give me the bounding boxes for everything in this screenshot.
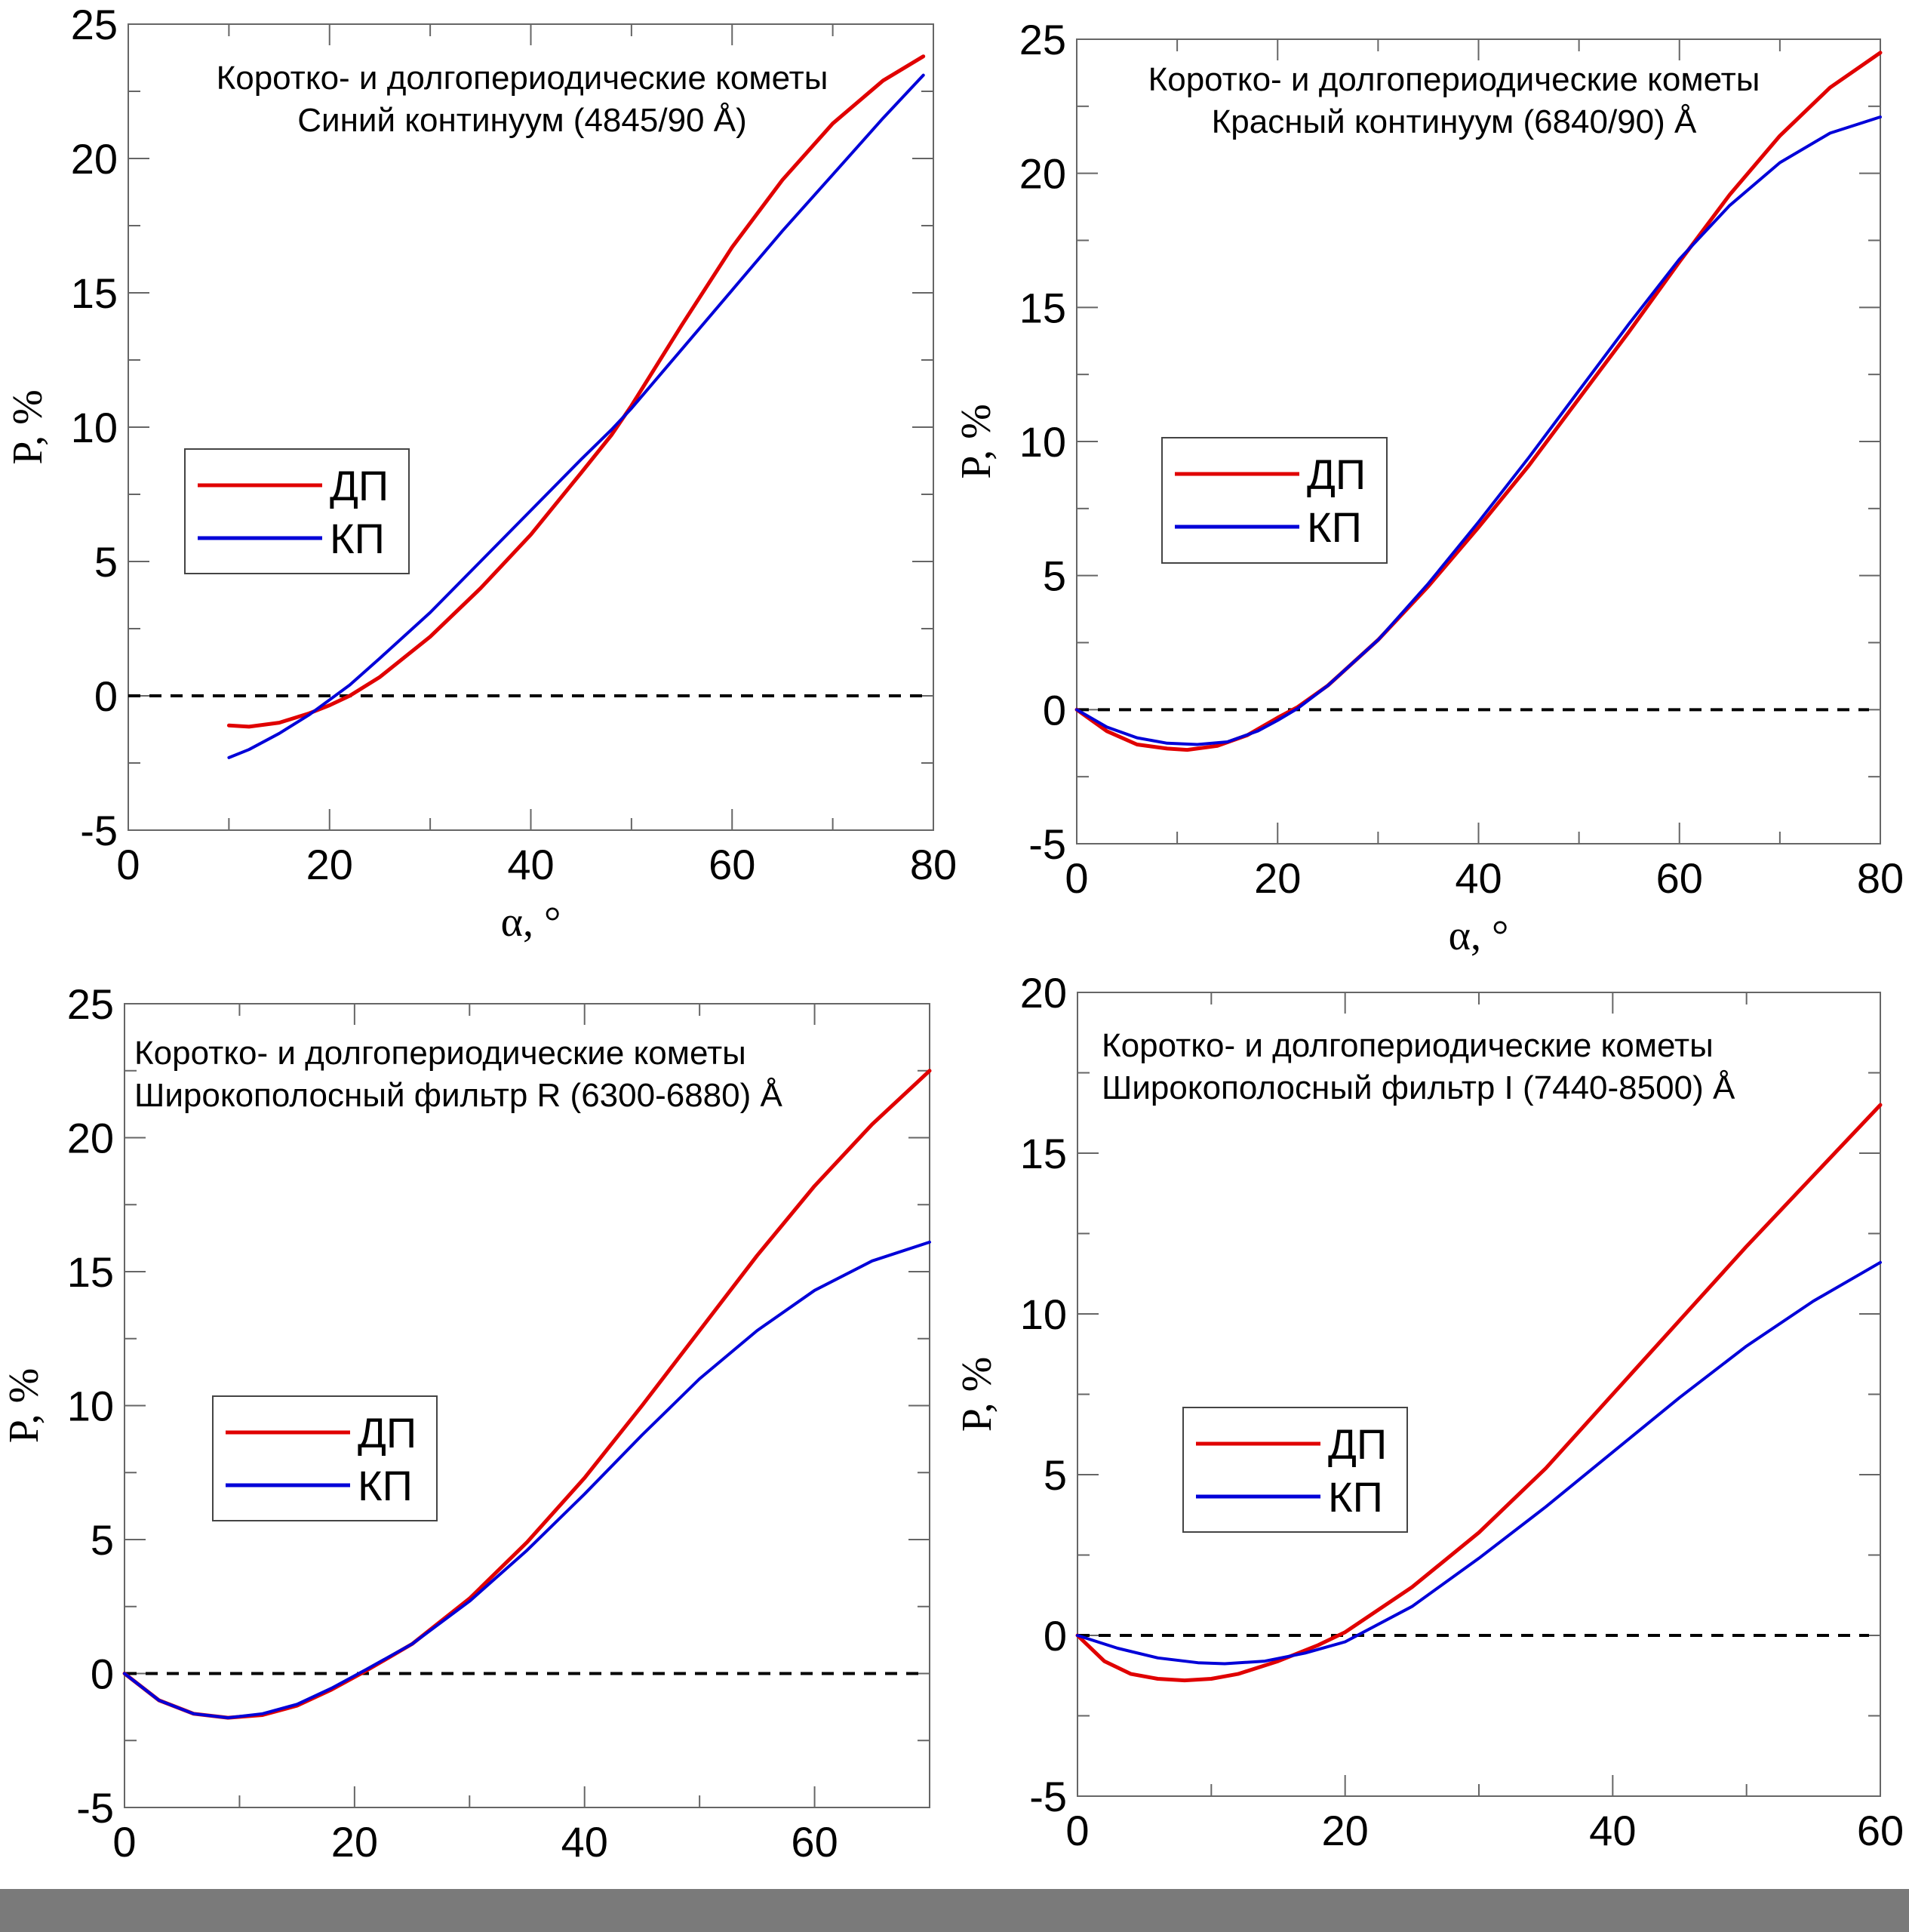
y-axis-title: P, % xyxy=(953,404,1000,479)
plot-frame xyxy=(1077,992,1881,1797)
y-tick-label: 5 xyxy=(94,538,118,586)
y-axis-title: P, % xyxy=(954,1357,1001,1432)
x-tick-label: 0 xyxy=(112,1818,136,1866)
x-tick-label: 40 xyxy=(1455,854,1502,902)
legend-box xyxy=(212,1395,438,1521)
y-tick-label: 5 xyxy=(91,1516,114,1564)
x-tick-label: 40 xyxy=(1589,1807,1636,1854)
x-tick-label: 40 xyxy=(507,841,554,888)
legend: ДП КП xyxy=(184,448,410,574)
y-tick-label: -5 xyxy=(76,1784,114,1832)
x-tick-label: 0 xyxy=(1065,1807,1089,1854)
panel-title-line-2: Широкополосный фильтр R (6300-6880) Å xyxy=(134,1077,782,1114)
y-tick-label: 20 xyxy=(67,1115,114,1162)
series-line-kp xyxy=(1076,1260,1882,1666)
series-line-kp xyxy=(227,73,925,759)
legend-label-kp: КП xyxy=(358,1462,413,1509)
x-axis-title: α, ° xyxy=(1449,912,1509,959)
y-tick-label: 20 xyxy=(1019,150,1066,198)
y-axis-title: P, % xyxy=(1,1368,48,1444)
panel-title-line-2: Широкополосный фильтр I (7440-8500) Å xyxy=(1102,1069,1735,1106)
x-tick-label: 60 xyxy=(791,1818,838,1866)
y-tick-label: 25 xyxy=(71,1,118,48)
y-tick-label: 0 xyxy=(91,1651,114,1698)
series-line-kp xyxy=(123,1240,931,1720)
x-tick-label: 60 xyxy=(709,841,755,888)
x-tick-label: 40 xyxy=(561,1818,608,1866)
legend-label-dp: ДП xyxy=(358,1409,417,1457)
y-tick-label: 10 xyxy=(1019,418,1066,466)
panel-title-line-2: Синий континуум (4845/90 Å) xyxy=(297,102,746,139)
legend: ДП КП xyxy=(212,1395,438,1521)
legend: ДП КП xyxy=(1182,1407,1408,1533)
y-tick-label: 20 xyxy=(1020,969,1067,1017)
y-tick-label: 15 xyxy=(67,1248,114,1296)
legend-box xyxy=(1161,437,1388,564)
x-tick-label: 20 xyxy=(306,841,353,888)
panel-title-line-1: Коротко- и долгопериодические кометы xyxy=(134,1035,746,1072)
y-tick-label: 0 xyxy=(94,672,118,720)
y-tick-label: 25 xyxy=(67,980,114,1028)
y-tick-label: 10 xyxy=(71,404,118,451)
y-tick-label: 20 xyxy=(71,135,118,183)
series-line-kp xyxy=(1075,115,1882,746)
panel-title-line-1: Коротко- и долгопериодические кометы xyxy=(1148,61,1760,98)
y-tick-label: 15 xyxy=(1020,1130,1067,1177)
panel-title-line-1: Коротко- и долгопериодические кометы xyxy=(217,60,828,97)
series-line-dp xyxy=(122,1069,932,1720)
y-axis-title: P, % xyxy=(5,389,51,465)
x-tick-label: 20 xyxy=(1254,854,1301,902)
y-tick-label: 5 xyxy=(1044,1451,1067,1499)
legend-label-kp: КП xyxy=(330,515,385,562)
y-tick-label: 5 xyxy=(1043,552,1066,600)
x-tick-label: 80 xyxy=(1857,854,1904,902)
panel-title-line-2: Красный континуум (6840/90) Å xyxy=(1212,103,1697,140)
series-line-dp xyxy=(1074,51,1883,752)
series-line-dp xyxy=(1075,1103,1883,1683)
y-tick-label: 0 xyxy=(1044,1612,1067,1660)
y-tick-label: 15 xyxy=(1019,284,1066,331)
y-tick-label: 25 xyxy=(1019,16,1066,63)
y-tick-label: -5 xyxy=(1029,1773,1067,1820)
legend-label-dp: ДП xyxy=(1328,1420,1387,1468)
y-tick-label: -5 xyxy=(1028,820,1066,868)
legend: ДП КП xyxy=(1161,437,1388,564)
y-tick-label: 0 xyxy=(1043,686,1066,734)
panel-title-line-1: Коротко- и долгопериодические кометы xyxy=(1102,1027,1714,1064)
x-tick-label: 0 xyxy=(1065,854,1088,902)
y-tick-label: -5 xyxy=(80,807,118,854)
x-tick-label: 60 xyxy=(1857,1807,1904,1854)
x-tick-label: 20 xyxy=(331,1818,378,1866)
legend-box xyxy=(184,448,410,574)
x-axis-title: α, ° xyxy=(501,899,561,946)
y-tick-label: 10 xyxy=(67,1383,114,1430)
legend-label-kp: КП xyxy=(1328,1473,1383,1521)
legend-label-dp: ДП xyxy=(330,462,389,509)
y-tick-label: 15 xyxy=(71,269,118,317)
x-tick-label: 0 xyxy=(116,841,140,888)
y-tick-label: 10 xyxy=(1020,1291,1067,1338)
x-tick-label: 60 xyxy=(1656,854,1703,902)
legend-box xyxy=(1182,1407,1408,1533)
bottom-bar xyxy=(0,1889,1909,1932)
x-tick-label: 20 xyxy=(1322,1807,1369,1854)
legend-label-kp: КП xyxy=(1307,503,1362,551)
series-line-dp xyxy=(226,54,926,729)
x-tick-label: 80 xyxy=(910,841,957,888)
legend-label-dp: ДП xyxy=(1307,451,1366,498)
